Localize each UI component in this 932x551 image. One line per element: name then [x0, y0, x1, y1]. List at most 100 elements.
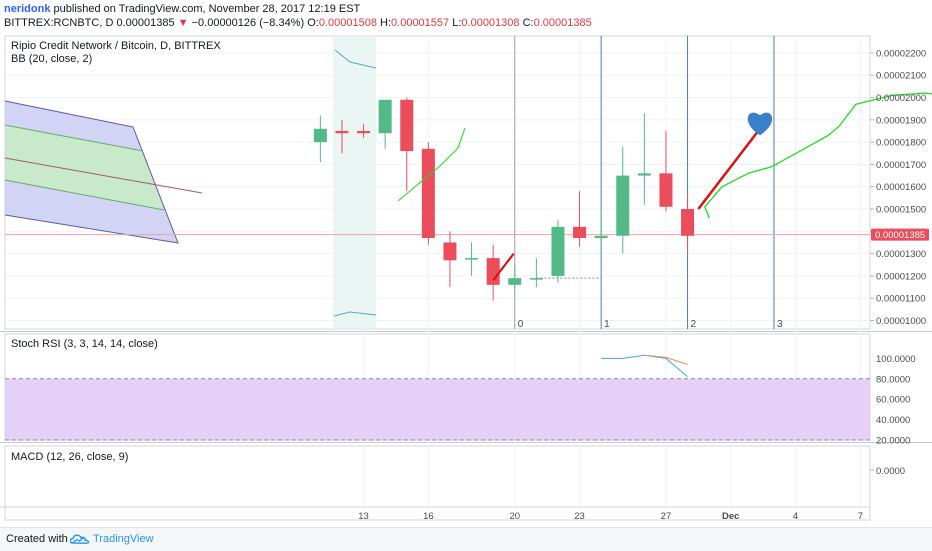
- channel-median: [4, 157, 203, 194]
- main-chart-title: Ripio Credit Network / Bitcoin, D, BITTR…: [11, 40, 221, 52]
- close-value: 0.00001385: [533, 17, 592, 29]
- channel-inner-line: [4, 179, 165, 211]
- stoch-y-tick-label: 40.0000: [876, 415, 910, 426]
- channel-inner-line: [4, 124, 144, 152]
- candle-body[interactable]: [616, 175, 630, 236]
- projection-line[interactable]: [697, 128, 761, 210]
- y-tick-label: 0.00001000: [876, 316, 926, 327]
- y-tick-label: 0.00002100: [876, 71, 926, 82]
- last-price-badge-label: 0.00001385: [875, 230, 925, 241]
- y-tick-label: 0.00002200: [876, 48, 926, 59]
- regression-channel: [4, 100, 203, 244]
- envelope-line: [334, 49, 377, 69]
- open-label: O:: [307, 17, 319, 29]
- candle-body[interactable]: [313, 128, 327, 143]
- x-tick-label: 13: [358, 511, 369, 522]
- x-tick-label: 23: [574, 511, 585, 522]
- stoch-rsi-lines: [601, 354, 688, 378]
- candle-body[interactable]: [659, 173, 673, 207]
- ohlc-line: BITTREX:RCNBTC, D 0.00001385 ▼ −0.000001…: [4, 17, 592, 29]
- drawings[interactable]: [397, 92, 932, 282]
- candle-body[interactable]: [335, 130, 349, 134]
- x-tick-label: Dec: [722, 511, 739, 522]
- vertical-marker-label: 1: [604, 319, 610, 330]
- candle-body[interactable]: [421, 148, 435, 239]
- pane-frame-2: [4, 445, 871, 521]
- down-arrow-icon: ▼: [177, 17, 189, 29]
- candle-body[interactable]: [486, 258, 500, 285]
- vertical-marker-label: 0: [518, 319, 524, 330]
- last-price-badge: [871, 228, 929, 241]
- y-tick-label: 0.00001500: [876, 205, 926, 216]
- vertical-marker-label: 2: [691, 319, 697, 330]
- candle-body[interactable]: [573, 226, 587, 239]
- candle-body[interactable]: [551, 226, 565, 276]
- close-label: C:: [522, 17, 534, 29]
- time-range-shade: [333, 36, 377, 329]
- y-tick-label: 0.00002000: [876, 93, 926, 104]
- y-tick-label: 0.00001300: [876, 249, 926, 260]
- y-tick-label: 0.00001200: [876, 271, 926, 282]
- channel-fill-inner: [5, 125, 164, 210]
- date-range-shade: [333, 36, 376, 329]
- candle-body[interactable]: [443, 242, 457, 261]
- candle-body[interactable]: [681, 209, 695, 236]
- low-value: 0.00001308: [461, 17, 520, 29]
- y-tick-label: 0.00001600: [876, 182, 926, 193]
- stoch-rsi-band: [5, 378, 870, 441]
- candle-body[interactable]: [400, 99, 414, 152]
- stoch-rsi-title: Stoch RSI (3, 3, 14, 14, close): [11, 338, 158, 350]
- macd-title: MACD (12, 26, close, 9): [11, 451, 128, 463]
- published-text: published on TradingView.com, November 2…: [53, 3, 361, 15]
- x-tick-label: 7: [858, 511, 863, 522]
- vertical-markers[interactable]: [514, 36, 932, 329]
- heart-icon[interactable]: [747, 112, 773, 136]
- candles[interactable]: [313, 97, 695, 301]
- candle-body[interactable]: [378, 99, 392, 134]
- chart-header: neridonk published on TradingView.com, N…: [0, 0, 932, 32]
- high-value: 0.00001557: [391, 17, 450, 29]
- candle-body[interactable]: [529, 278, 543, 280]
- high-label: H:: [380, 17, 392, 29]
- change-value: −0.00000126 (−8.34%): [191, 17, 305, 29]
- candle-body[interactable]: [357, 130, 371, 134]
- stoch-rsi-line: [601, 354, 688, 378]
- y-tick-label: 0.00001700: [876, 160, 926, 171]
- x-tick-label: 4: [793, 511, 798, 522]
- footer: Created with TradingView: [0, 527, 932, 551]
- x-tick-label: 20: [509, 511, 520, 522]
- envelope-line: [333, 311, 377, 317]
- y-tick-label: 0.00001100: [876, 294, 926, 305]
- candle-body[interactable]: [594, 235, 608, 239]
- chart-labels: 01235Ripio Credit Network / Bitcoin, D, …: [11, 40, 929, 522]
- forecast-path-branch[interactable]: [397, 127, 466, 202]
- stoch-band-fill: [5, 378, 870, 440]
- candle-body[interactable]: [637, 173, 651, 176]
- macd-y-tick-label: 0.0000: [876, 466, 905, 477]
- candle-body[interactable]: [508, 278, 522, 285]
- y-tick-label: 0.00001800: [876, 138, 926, 149]
- open-value: 0.00001508: [318, 17, 377, 29]
- bb-indicator-label: BB (20, close, 2): [11, 53, 92, 65]
- stoch-y-tick-label: 60.0000: [876, 395, 910, 406]
- forecast-path[interactable]: [704, 92, 932, 256]
- candle-body[interactable]: [465, 258, 479, 260]
- author-link[interactable]: neridonk: [4, 3, 51, 15]
- low-label: L:: [452, 17, 462, 29]
- stoch-y-tick-label: 80.0000: [876, 374, 910, 385]
- tradingview-brand-link[interactable]: TradingView: [93, 533, 154, 545]
- symbol-label: BITTREX:RCNBTC, D: [4, 17, 114, 29]
- y-tick-label: 0.00001900: [876, 115, 926, 126]
- created-with-text: Created with: [6, 533, 68, 545]
- stoch-rsi-line: [644, 354, 688, 365]
- x-tick-label: 27: [661, 511, 672, 522]
- x-tick-label: 16: [423, 511, 434, 522]
- last-price-value: 0.00001385: [116, 17, 175, 29]
- vertical-marker-label: 3: [777, 319, 783, 330]
- publish-line: neridonk published on TradingView.com, N…: [4, 3, 360, 15]
- pane-frames: [0, 35, 932, 521]
- tradingview-logo-icon[interactable]: [70, 532, 90, 546]
- stoch-y-tick-label: 100.0000: [876, 354, 916, 365]
- projection-line-small[interactable]: [492, 252, 515, 282]
